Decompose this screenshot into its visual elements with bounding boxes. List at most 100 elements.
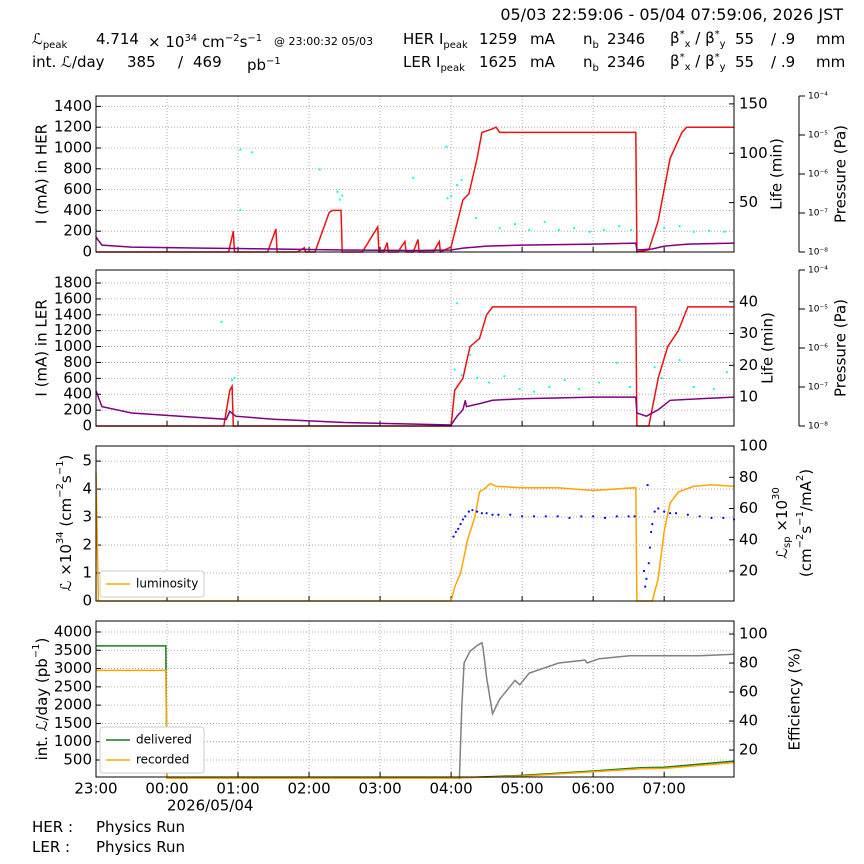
data-point — [476, 510, 479, 513]
int-lumi-label: int. ℒ/day — [32, 53, 105, 71]
data-point — [341, 194, 344, 197]
y-tick-label: 400 — [63, 385, 92, 403]
data-point — [568, 516, 571, 519]
data-point — [480, 512, 483, 515]
data-point — [651, 523, 654, 526]
y2-axis-label: Efficiency (%) — [786, 648, 804, 751]
x-tick-label: 04:00 — [429, 780, 472, 798]
y3-tick-label: 10⁻⁵ — [808, 131, 828, 141]
data-point — [692, 385, 695, 389]
y-tick-label: 3500 — [54, 641, 92, 659]
y3-tick-label: 10⁻⁷ — [808, 209, 828, 219]
data-point — [251, 151, 254, 154]
data-point — [698, 515, 701, 518]
label-part: −1 — [31, 643, 42, 658]
subscript: b — [592, 40, 599, 51]
data-point — [450, 195, 453, 198]
x-tick-label: 05:00 — [501, 780, 544, 798]
data-point — [618, 225, 621, 228]
x-tick-label: 00:00 — [145, 780, 188, 798]
y2-tick-label: 80 — [739, 468, 758, 486]
y-tick-label: 800 — [63, 353, 92, 371]
unit-part: cm — [197, 33, 225, 51]
unit-part: s — [239, 33, 248, 51]
y-tick-label: 1600 — [54, 289, 92, 307]
data-point — [474, 216, 478, 219]
label-part: (cm — [797, 548, 815, 577]
peak-lumi-time: @ 23:00:32 05/03 — [274, 35, 374, 48]
label-part: −1 — [55, 461, 66, 476]
y3-axis-label: Pressure (Pa) — [832, 299, 850, 397]
data-point — [459, 523, 462, 526]
y-tick-label: 3 — [82, 508, 92, 526]
plot-frame — [95, 445, 735, 602]
label-part: sp — [782, 536, 793, 548]
data-point — [663, 227, 666, 230]
y2-tick-label: 60 — [739, 683, 758, 701]
data-point — [497, 513, 500, 516]
plot-frame — [95, 269, 735, 427]
label-part: −2 — [55, 483, 66, 498]
y3-tick-label: 10⁻⁸ — [808, 248, 828, 258]
unit-part: pb — [247, 56, 267, 74]
data-point — [509, 513, 512, 516]
label-part: ) — [33, 638, 51, 644]
label-text: HER I — [403, 30, 444, 48]
beta-y: / .9 — [771, 30, 796, 48]
y-tick-label: 1400 — [54, 305, 92, 323]
data-point — [548, 385, 551, 389]
y3-tick-label: 10⁻⁶ — [808, 344, 828, 354]
data-point — [686, 513, 689, 516]
y-axis-label: ℒ ×1034 (cm−2s−1) — [55, 455, 75, 592]
data-point — [457, 527, 460, 530]
subscript: peak — [440, 63, 465, 74]
data-point — [597, 381, 601, 384]
data-line — [96, 306, 734, 427]
footer-label: HER : — [32, 818, 74, 836]
data-line — [95, 236, 735, 252]
label-text: LER I — [403, 53, 441, 71]
y3-tick-label: 10⁻⁷ — [808, 383, 828, 393]
data-point — [588, 230, 591, 233]
data-point — [220, 320, 223, 323]
data-point — [653, 366, 656, 369]
x-tick-label: 07:00 — [643, 780, 686, 798]
subscript: peak — [443, 40, 468, 51]
ring-label: HER Ipeak — [403, 30, 468, 55]
unit-part: −2 — [224, 33, 240, 44]
x-tick-label: 01:00 — [216, 780, 259, 798]
plot-frame — [95, 620, 735, 778]
y2-tick-label: 100 — [739, 437, 768, 455]
peak-lumi-unit: × 1034 cm−2s−1 — [148, 30, 262, 51]
data-point — [678, 358, 681, 362]
beta-part: x — [684, 39, 691, 50]
data-point — [453, 368, 456, 371]
data-point — [603, 516, 607, 519]
beta-part: / β — [690, 29, 715, 47]
y-tick-label: 2 — [82, 536, 92, 554]
data-point — [629, 228, 633, 231]
beta-part: β — [670, 29, 680, 47]
data-point — [563, 379, 566, 382]
legend-label: recorded — [136, 753, 189, 767]
ring-label: LER Ipeak — [403, 53, 465, 78]
bunch-label: nb — [583, 53, 599, 78]
legend-label: luminosity — [136, 577, 198, 591]
data-point — [712, 387, 715, 391]
data-point — [633, 515, 636, 518]
data-line — [95, 390, 735, 426]
data-point — [455, 183, 459, 187]
data-point — [518, 387, 521, 391]
plot-frame — [95, 95, 735, 253]
data-point — [476, 376, 479, 380]
y2-axis-label: Life (min) — [768, 138, 786, 210]
y-tick-label: 1400 — [54, 97, 92, 115]
y2-tick-label: 100 — [739, 625, 768, 643]
y-tick-label: 800 — [63, 159, 92, 177]
data-point — [485, 512, 488, 515]
beta-part: * — [714, 29, 720, 40]
beta-unit: mm — [816, 53, 846, 71]
beta-part: y — [719, 62, 726, 73]
y-tick-label: 1000 — [54, 732, 92, 750]
